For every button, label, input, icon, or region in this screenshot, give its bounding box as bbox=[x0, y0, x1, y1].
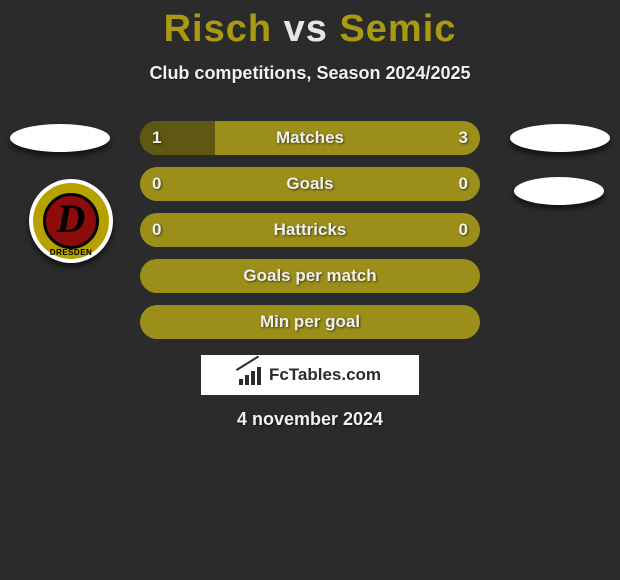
badge-inner: D bbox=[43, 193, 99, 249]
stat-bars: 13Matches00Goals00HattricksGoals per mat… bbox=[140, 121, 480, 351]
watermark: FcTables.com bbox=[201, 355, 419, 395]
stat-bar-row: Goals per match bbox=[140, 259, 480, 293]
bar-label: Min per goal bbox=[140, 305, 480, 339]
badge-ring: D DRESDEN bbox=[33, 183, 109, 259]
title-player1: Risch bbox=[164, 8, 272, 50]
badge-bottom-text: DRESDEN bbox=[50, 248, 93, 257]
bar-label: Hattricks bbox=[140, 213, 480, 247]
club-badge: D DRESDEN bbox=[29, 179, 113, 263]
stat-bar-row: 13Matches bbox=[140, 121, 480, 155]
stat-bar-row: 0 0Goals bbox=[140, 167, 480, 201]
bar-right-value: 3 bbox=[459, 121, 468, 155]
placeholder-oval-right-2 bbox=[514, 177, 604, 205]
watermark-text: FcTables.com bbox=[269, 365, 381, 385]
bar-right-value: 0 bbox=[459, 167, 468, 201]
bar-label: Goals per match bbox=[140, 259, 480, 293]
bar-left-value: 0 bbox=[152, 167, 161, 201]
date-label: 4 november 2024 bbox=[237, 409, 383, 430]
title-vs: vs bbox=[284, 8, 328, 50]
bar-label: Goals bbox=[140, 167, 480, 201]
page-title: Risch vs Semic bbox=[0, 0, 620, 51]
placeholder-oval-right-1 bbox=[510, 124, 610, 152]
stat-bar-row: 0 0Hattricks bbox=[140, 213, 480, 247]
subtitle: Club competitions, Season 2024/2025 bbox=[0, 63, 620, 84]
bar-right-value: 0 bbox=[459, 213, 468, 247]
bar-left-value: 1 bbox=[152, 121, 161, 155]
title-player2: Semic bbox=[339, 8, 456, 50]
bar-left-value: 0 bbox=[152, 213, 161, 247]
placeholder-oval-left bbox=[10, 124, 110, 152]
badge-letter: D bbox=[57, 199, 86, 239]
stat-bar-row: Min per goal bbox=[140, 305, 480, 339]
bar-chart-icon bbox=[239, 365, 263, 385]
